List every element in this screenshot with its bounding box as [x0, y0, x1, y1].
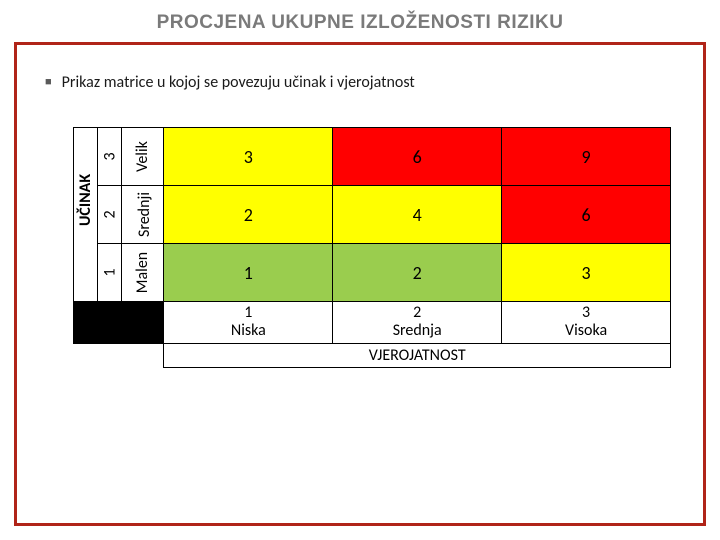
y-axis-label: UČINAK: [76, 203, 95, 226]
y-level-2-num: 2: [98, 186, 122, 244]
cell-3-1: 3: [164, 128, 333, 186]
x-level-3: 3 Visoka: [502, 302, 671, 344]
x-axis-label-row: VJEROJATNOST: [74, 343, 671, 367]
cell-2-3: 6: [502, 186, 671, 244]
x-level-1: 1 Niska: [164, 302, 333, 344]
y-level-1-num: 1: [98, 244, 122, 302]
cell-2-2: 4: [333, 186, 502, 244]
x-level-1-num: 1: [164, 304, 332, 322]
matrix-row-1: 1 Malen 1 2 3: [74, 244, 671, 302]
bullet-text: Prikaz matrice u kojoj se povezuju učina…: [62, 73, 415, 92]
x-header-row: 1 Niska 2 Srednja 3 Visoka: [74, 302, 671, 344]
x-level-2: 2 Srednja: [333, 302, 502, 344]
page-title: PROCJENA UKUPNE IZLOŽENOSTI RIZIKU: [0, 0, 720, 40]
cell-1-3: 3: [502, 244, 671, 302]
cell-3-2: 6: [333, 128, 502, 186]
cell-3-3: 9: [502, 128, 671, 186]
bullet-row: ■ Prikaz matrice u kojoj se povezuju uči…: [17, 45, 703, 104]
content-frame: ■ Prikaz matrice u kojoj se povezuju uči…: [14, 42, 706, 526]
risk-matrix: UČINAK 3 Velik 3 6 9 2: [73, 127, 671, 368]
cell-1-1: 1: [164, 244, 333, 302]
matrix-row-3: UČINAK 3 Velik 3 6 9: [74, 128, 671, 186]
x-level-2-num: 2: [333, 304, 501, 322]
origin-black-cell: [74, 302, 164, 344]
x-axis-label: VJEROJATNOST: [164, 343, 671, 367]
x-level-3-num: 3: [502, 304, 670, 322]
y-level-3-word: Velik: [122, 128, 164, 186]
x-axis-spacer: [74, 343, 164, 367]
x-level-1-word: Niska: [164, 322, 332, 340]
matrix-row-2: 2 Srednji 2 4 6: [74, 186, 671, 244]
x-level-2-word: Srednja: [333, 322, 501, 340]
slide: PROCJENA UKUPNE IZLOŽENOSTI RIZIKU ■ Pri…: [0, 0, 720, 540]
cell-1-2: 2: [333, 244, 502, 302]
y-level-3-num: 3: [98, 128, 122, 186]
x-level-3-word: Visoka: [502, 322, 670, 340]
cell-2-1: 2: [164, 186, 333, 244]
bullet-icon: ■: [45, 76, 52, 88]
y-level-2-word: Srednji: [122, 186, 164, 244]
y-level-1-word: Malen: [122, 244, 164, 302]
matrix-table: UČINAK 3 Velik 3 6 9 2: [73, 127, 671, 368]
y-axis-label-cell: UČINAK: [74, 128, 98, 302]
